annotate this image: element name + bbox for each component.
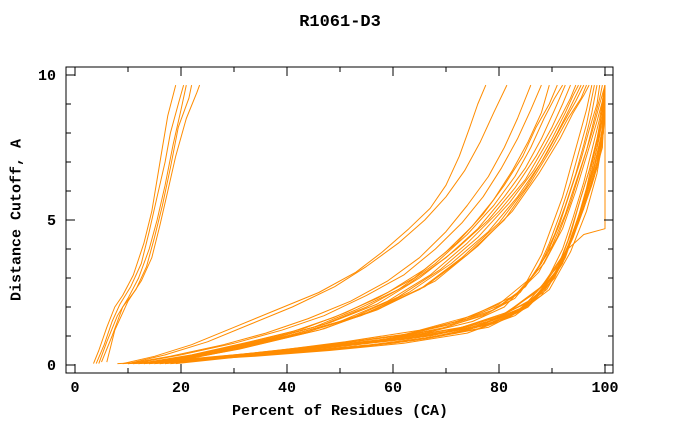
model-curve	[149, 84, 577, 365]
model-curve	[159, 84, 606, 365]
axis-ticks	[66, 67, 613, 373]
model-curve	[165, 85, 606, 365]
model-curve	[101, 84, 193, 363]
model-curve	[138, 84, 558, 365]
y-tick-label: 5	[47, 213, 56, 230]
model-curve	[143, 84, 566, 365]
model-curve	[159, 84, 585, 365]
model-curve	[117, 85, 606, 365]
model-curve	[143, 85, 598, 365]
model-curve	[133, 85, 606, 365]
x-tick-label: 0	[70, 380, 79, 397]
model-curve	[154, 84, 582, 365]
x-axis-label: Percent of Residues (CA)	[231, 403, 449, 420]
model-curve	[98, 84, 187, 364]
model-curve	[127, 84, 508, 365]
model-curve	[154, 84, 579, 365]
data-curves	[93, 84, 606, 365]
x-tick-label: 80	[490, 380, 508, 397]
model-curve	[127, 85, 606, 365]
model-curve	[133, 84, 542, 365]
model-curve	[93, 84, 177, 364]
model-curve	[106, 84, 201, 363]
model-curve	[165, 84, 590, 365]
chart-title: R1061-D3	[299, 13, 381, 32]
y-tick-label: 0	[47, 358, 56, 375]
model-curve	[127, 84, 532, 365]
model-curve	[122, 84, 487, 365]
model-curve	[154, 85, 606, 365]
model-curve	[159, 85, 606, 365]
y-tick-label: 10	[38, 68, 56, 85]
model-curve	[180, 85, 606, 363]
model-curve	[149, 84, 571, 365]
x-tick-label: 40	[278, 380, 296, 397]
model-curve	[122, 85, 606, 365]
y-axis-label: Distance Cutoff, A	[8, 138, 26, 302]
model-curve	[127, 85, 606, 365]
model-curve	[95, 84, 185, 364]
tick-labels: 0 20 40 60 80 100 0 5 10	[38, 68, 619, 397]
model-curve	[138, 85, 595, 365]
x-tick-label: 60	[384, 380, 402, 397]
model-curve	[165, 85, 606, 365]
plot-frame	[65, 66, 614, 374]
model-curve	[149, 85, 601, 365]
model-curve	[143, 84, 564, 365]
x-tick-label: 100	[591, 380, 618, 397]
x-tick-label: 20	[172, 380, 190, 397]
